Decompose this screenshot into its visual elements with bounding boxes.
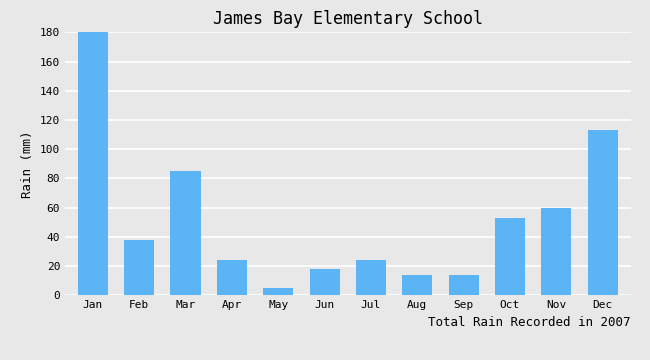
Bar <box>217 260 247 295</box>
Bar <box>309 269 340 295</box>
X-axis label: Total Rain Recorded in 2007: Total Rain Recorded in 2007 <box>428 316 630 329</box>
Bar <box>541 208 571 295</box>
Bar <box>588 130 618 295</box>
Title: James Bay Elementary School: James Bay Elementary School <box>213 10 483 28</box>
Bar <box>170 171 201 295</box>
Bar <box>402 275 432 295</box>
Bar <box>263 288 293 295</box>
Bar <box>448 275 478 295</box>
Bar <box>356 260 386 295</box>
Bar <box>124 240 154 295</box>
Y-axis label: Rain (mm): Rain (mm) <box>21 130 34 198</box>
Bar <box>78 32 108 295</box>
Bar <box>495 218 525 295</box>
